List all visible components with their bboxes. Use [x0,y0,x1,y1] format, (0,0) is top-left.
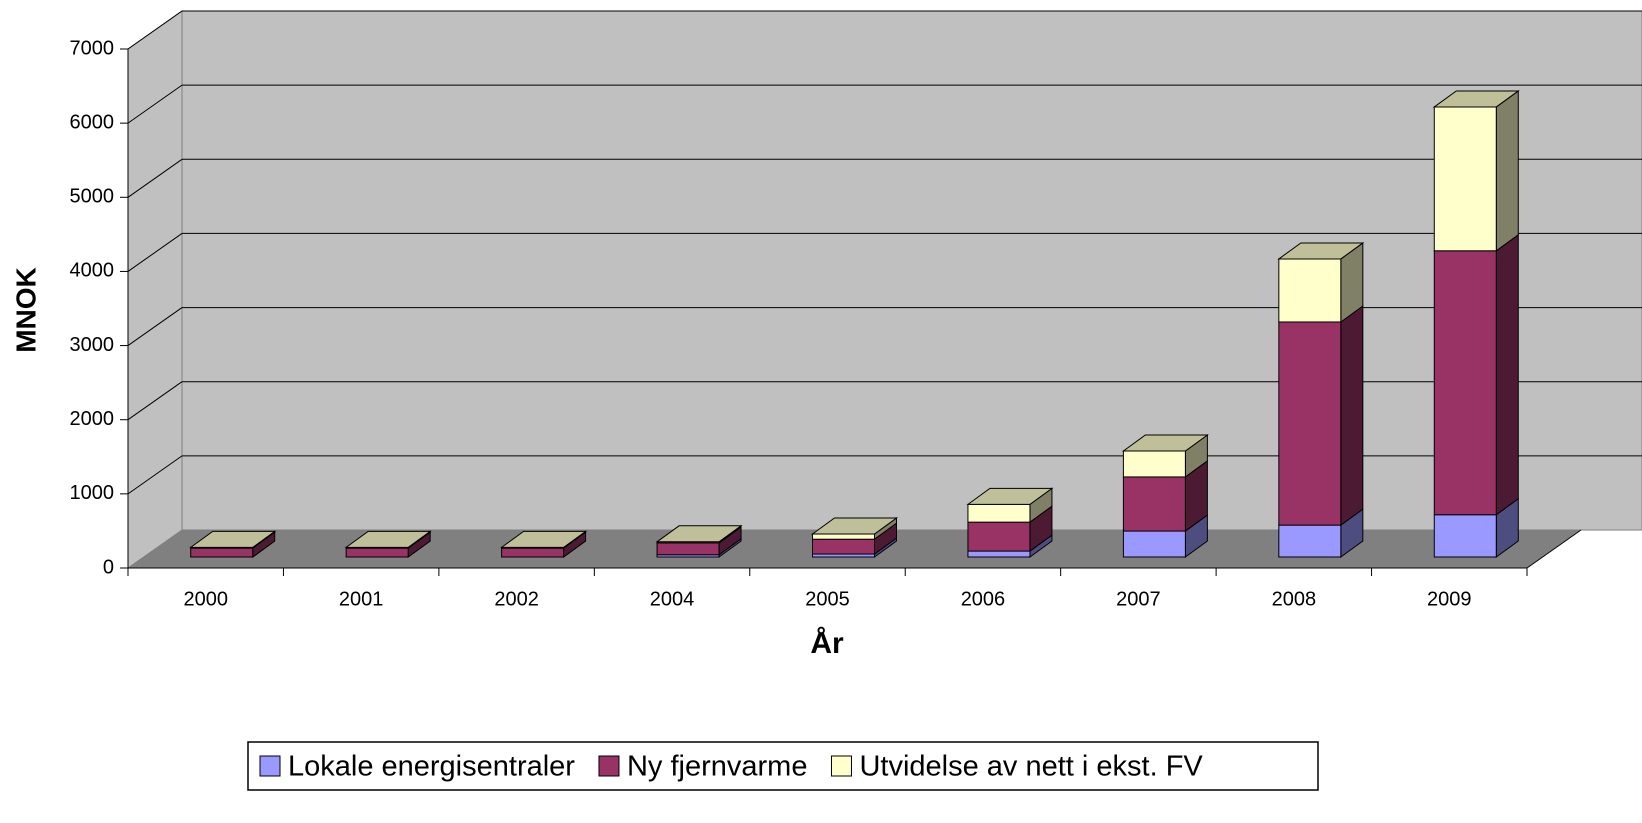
legend-label: Lokale energisentraler [288,751,575,783]
legend-swatch [830,755,852,777]
legend-swatch [259,755,281,777]
x-tick-label: 2005 [805,588,850,610]
bar [1433,250,1497,516]
x-axis-title: År [810,627,844,660]
axis-edge [1526,529,1582,569]
bar-top [344,530,432,548]
grid-line [127,307,183,346]
y-tick-label: 5000 [70,186,115,208]
y-tick-label: 6000 [70,111,115,133]
bar [1278,258,1342,323]
bar-top [1277,242,1365,260]
bar-side [1340,304,1364,527]
x-tick-label: 2000 [183,588,228,610]
x-tick-label: 2008 [1272,588,1317,610]
bar [1433,514,1497,558]
y-axis-title: MNOK [10,267,41,353]
bar [967,550,1031,558]
bar [967,503,1031,523]
bar [656,542,720,556]
bar [1278,321,1342,526]
bar [812,533,875,540]
legend-swatch [598,755,620,777]
bar-top [500,530,588,548]
x-tick-label: 2007 [1116,588,1161,610]
y-tick-label: 1000 [70,482,115,504]
bar-top [966,487,1054,505]
legend-box [247,741,1319,791]
legend-label: Utvidelse av nett i ekst. FV [859,751,1203,783]
legend-label: Ny fjernvarme [627,751,808,783]
bar [1122,450,1186,478]
bar [967,521,1031,552]
bar-top [655,525,743,543]
back-wall [181,10,1642,531]
y-tick-label: 2000 [70,408,115,430]
bar [1122,476,1186,532]
grid-line [127,455,183,495]
grid-line [127,233,183,272]
bar [1278,524,1342,558]
bar [190,547,254,558]
bar [1433,106,1497,252]
y-tick-label: 4000 [70,260,115,282]
bar-top [1121,434,1209,452]
x-tick-label: 2006 [961,588,1006,610]
grid-line [127,381,183,421]
grid-line [127,158,183,198]
bar-top [1432,90,1520,108]
bar-side [1495,89,1519,252]
grid-line [127,84,183,124]
y-tick-label: 7000 [70,37,115,59]
x-tick-label: 2009 [1427,588,1472,610]
x-tick-label: 2002 [494,588,539,610]
left-wall [127,10,183,569]
bar [812,538,875,555]
bar [1122,530,1186,558]
bar [501,547,565,558]
bar-top [810,517,899,535]
y-tick-label: 3000 [70,334,115,356]
bar [345,547,409,558]
y-tick-label: 0 [103,556,114,578]
bar-top [189,530,277,548]
grid-line [127,10,183,50]
bar-side [1495,233,1519,516]
x-tick-label: 2004 [650,588,695,610]
x-tick-label: 2001 [339,588,384,610]
